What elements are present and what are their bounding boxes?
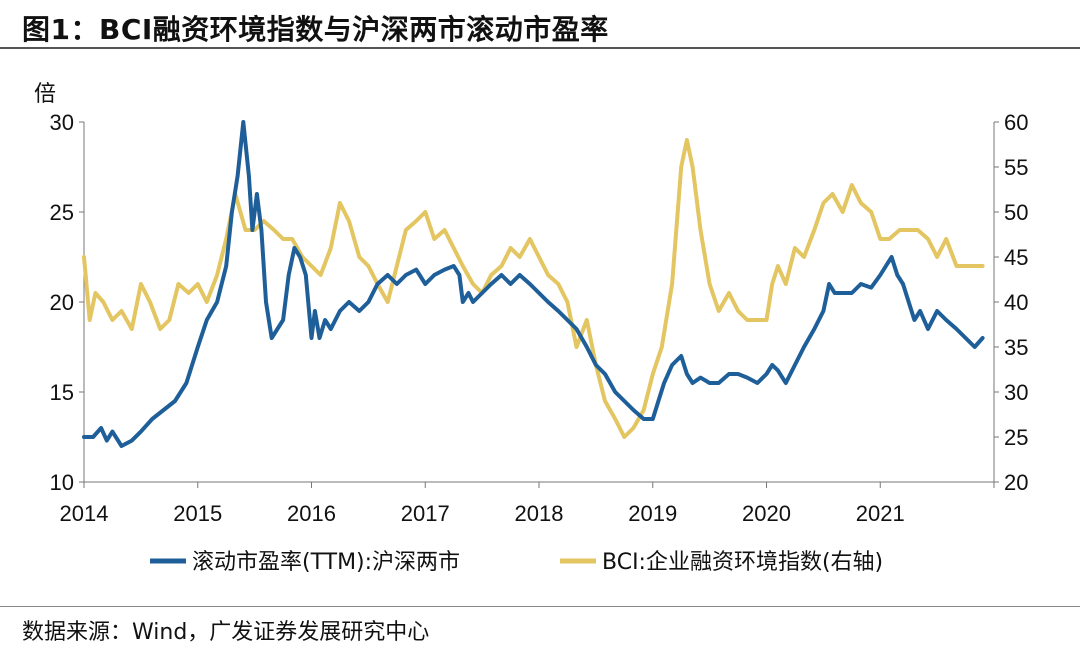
x-tick-label: 2018 <box>515 501 564 526</box>
left-tick-label: 25 <box>50 200 74 225</box>
right-tick-label: 60 <box>1004 110 1028 135</box>
x-tick-label: 2019 <box>628 501 677 526</box>
legend-label: 滚动市盈率(TTM):沪深两市 <box>192 550 460 575</box>
x-tick-label: 2017 <box>401 501 450 526</box>
right-tick-label: 25 <box>1004 425 1028 450</box>
x-tick-label: 2015 <box>173 501 222 526</box>
right-tick-label: 55 <box>1004 155 1028 180</box>
right-tick-label: 35 <box>1004 335 1028 360</box>
title-underline <box>0 47 1080 49</box>
source-note: 数据来源：Wind，广发证券发展研究中心 <box>22 620 430 645</box>
right-tick-label: 50 <box>1004 200 1028 225</box>
right-tick-label: 30 <box>1004 380 1028 405</box>
chart-title: 图1：BCI融资环境指数与沪深两市滚动市盈率 <box>22 13 609 46</box>
legend: 滚动市盈率(TTM):沪深两市 BCI:企业融资环境指数(右轴) <box>150 550 883 575</box>
left-tick-label: 20 <box>50 290 74 315</box>
right-tick-label: 45 <box>1004 245 1028 270</box>
footer-divider <box>0 606 1080 607</box>
left-tick-label: 10 <box>50 470 74 495</box>
x-tick-label: 2020 <box>742 501 791 526</box>
x-tick-label: 2014 <box>60 501 109 526</box>
right-tick-label: 20 <box>1004 470 1028 495</box>
left-tick-label: 15 <box>50 380 74 405</box>
series-group <box>82 120 985 448</box>
left-tick-label: 30 <box>50 110 74 135</box>
x-tick-label: 2016 <box>287 501 336 526</box>
left-axis-unit-label: 倍 <box>34 81 56 106</box>
x-tick-label: 2021 <box>856 501 905 526</box>
right-tick-label: 40 <box>1004 290 1028 315</box>
pe-ratio-series-line <box>82 120 985 448</box>
legend-label: BCI:企业融资环境指数(右轴) <box>602 550 883 575</box>
